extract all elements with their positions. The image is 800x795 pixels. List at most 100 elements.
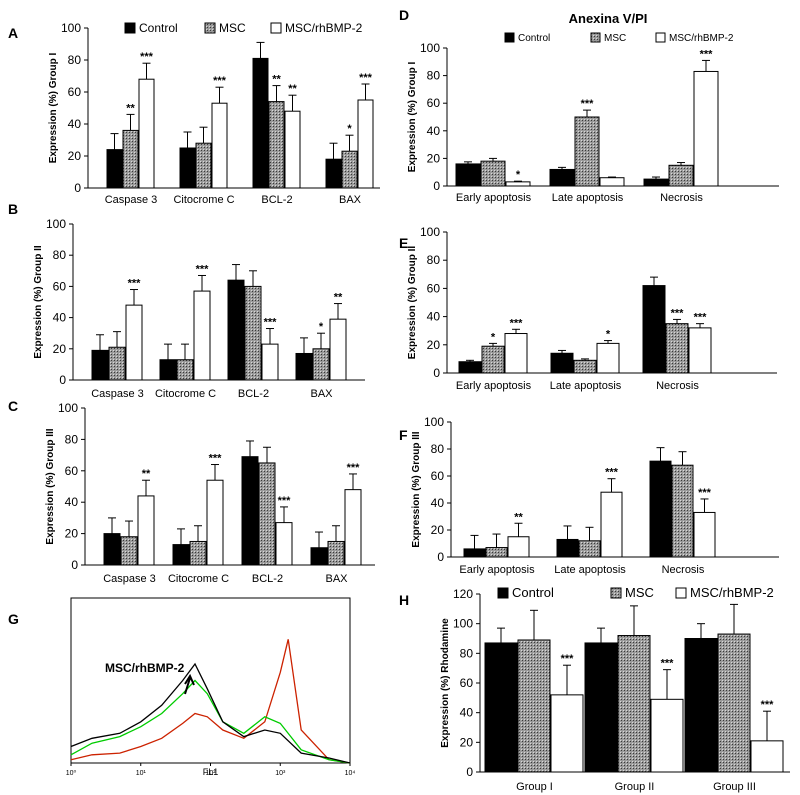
panel-c-category-label: Citocrome C — [168, 573, 229, 585]
panel-a-y-tick-label: 0 — [74, 181, 81, 195]
panel-c-bar — [310, 547, 328, 566]
panel-f-bar — [693, 511, 716, 558]
panel-a-y-tick-label: 80 — [68, 53, 82, 67]
panel-letter-h: H — [399, 592, 409, 608]
panel-f-significance: *** — [698, 487, 712, 499]
panel-c-bar — [103, 533, 121, 566]
panel-c-bar — [137, 495, 155, 566]
legend-h-control-label: Control — [512, 585, 554, 600]
panel-a-y-tick-label: 100 — [61, 21, 81, 35]
panel-f-significance: *** — [605, 467, 619, 479]
panel-b-y-tick-label: 20 — [53, 342, 67, 356]
panel-b-bar — [108, 346, 126, 381]
panel-b-significance: *** — [264, 317, 278, 329]
legend-a-msc-rhbmp2-label: MSC/rhBMP-2 — [285, 21, 363, 35]
panel-b-bar — [193, 290, 211, 381]
panel-h-bar — [684, 638, 718, 773]
panel-e-significance: * — [606, 329, 611, 341]
panel-e-bar — [504, 333, 528, 374]
panel-c-significance: ** — [142, 468, 151, 480]
panel-a-y-tick-label: 20 — [68, 149, 82, 163]
panel-d-bar — [599, 177, 625, 187]
panel-f-y-tick-label: 40 — [431, 496, 445, 510]
panel-f-bar — [671, 464, 694, 558]
legend-a-msc-label: MSC — [219, 21, 246, 35]
panel-h-significance: *** — [761, 699, 775, 711]
panel-c-bar — [120, 536, 138, 566]
panel-c-y-tick-label: 60 — [65, 464, 79, 478]
panel-b-bar — [295, 352, 313, 381]
panel-e-y-tick-label: 100 — [420, 225, 440, 239]
panel-f-bar — [507, 536, 530, 558]
panel-d-bar — [693, 70, 719, 187]
legend-h-msc-rhbmp2-label: MSC/rhBMP-2 — [690, 585, 774, 600]
panel-g-xlabel: FL1 — [203, 767, 219, 777]
panel-a-bar — [284, 110, 301, 189]
panel-e-category-label: Early apoptosis — [456, 380, 532, 392]
panel-a-bar — [325, 158, 342, 189]
panel-h-y-tick-label: 120 — [453, 587, 473, 601]
panel-d-y-tick-label: 100 — [420, 41, 440, 55]
panel-a-bar — [195, 142, 212, 189]
panel-d-bar — [480, 160, 506, 187]
panel-e-bar — [481, 345, 505, 374]
panel-e-ylabel: Expression (%) Group II — [407, 246, 418, 360]
panel-a-y-tick-label: 60 — [68, 85, 82, 99]
panel-g-histogram-line — [70, 679, 351, 764]
panel-g-x-tick-label: 10² — [205, 770, 216, 777]
panel-f-bar — [600, 491, 623, 558]
panel-h-bar — [550, 694, 584, 773]
panel-f-category-label: Late apoptosis — [554, 564, 626, 576]
panel-g-x-tick-label: 10³ — [275, 770, 286, 777]
panel-e-significance: *** — [694, 312, 708, 324]
panel-d-bar — [505, 181, 531, 187]
panel-b-y-tick-label: 100 — [46, 217, 66, 231]
panel-d-bar — [643, 178, 669, 187]
panel-f-y-tick-label: 60 — [431, 469, 445, 483]
panel-f-significance: ** — [514, 511, 523, 523]
panel-f-y-tick-label: 100 — [424, 415, 444, 429]
panel-a-bar — [106, 149, 123, 189]
legend-d-control-label: Control — [518, 33, 550, 44]
panel-d-significance: *** — [700, 48, 714, 60]
panel-b-significance: *** — [128, 278, 142, 290]
legend-h-msc-rhbmp2-swatch — [675, 587, 687, 599]
panel-h-category-label: Group II — [615, 781, 655, 793]
panel-f-category-label: Early apoptosis — [459, 564, 535, 576]
panel-d-category-label: Necrosis — [660, 192, 703, 204]
panel-c-bar — [275, 522, 293, 566]
panel-b-bar — [227, 279, 245, 381]
panel-a-significance: ** — [288, 83, 297, 95]
panel-e-y-tick-label: 40 — [427, 310, 441, 324]
panel-c-bar — [189, 540, 207, 566]
panel-f-y-tick-label: 0 — [437, 550, 444, 564]
panel-f-ylabel: Expression (%) Group III — [411, 431, 422, 547]
panel-a-category-label: Citocrome C — [173, 194, 234, 206]
panel-e-bar — [573, 359, 597, 374]
panel-e-y-tick-label: 80 — [427, 253, 441, 267]
panel-e-bar — [688, 327, 712, 374]
panel-d-significance: * — [516, 169, 521, 181]
panel-g-x-tick-label: 10⁰ — [66, 769, 77, 777]
panel-c-ylabel: Expression (%) Group III — [45, 428, 56, 544]
panel-h-bar — [750, 740, 784, 773]
panel-c-bar — [241, 456, 259, 566]
panel-d-bar — [455, 163, 481, 187]
panel-g-arrow-head — [184, 673, 195, 686]
legend-h-msc-swatch — [610, 587, 622, 599]
panel-c-significance: *** — [278, 495, 292, 507]
panel-g-histogram-line — [70, 662, 351, 764]
panel-c-bar — [172, 544, 190, 566]
panel-b-bar — [312, 348, 330, 381]
panel-h-y-tick-label: 60 — [460, 676, 474, 690]
panel-letter-a: A — [8, 25, 18, 41]
panel-b-y-tick-label: 0 — [59, 373, 66, 387]
panel-a-significance: *** — [213, 75, 227, 87]
panel-letter-c: C — [8, 398, 18, 414]
legend-a-msc-swatch — [204, 22, 216, 34]
panel-f-category-label: Necrosis — [662, 564, 705, 576]
panel-a-category-label: BAX — [339, 194, 362, 206]
panel-d-bar — [574, 116, 600, 187]
panel-h-significance: *** — [561, 653, 575, 665]
